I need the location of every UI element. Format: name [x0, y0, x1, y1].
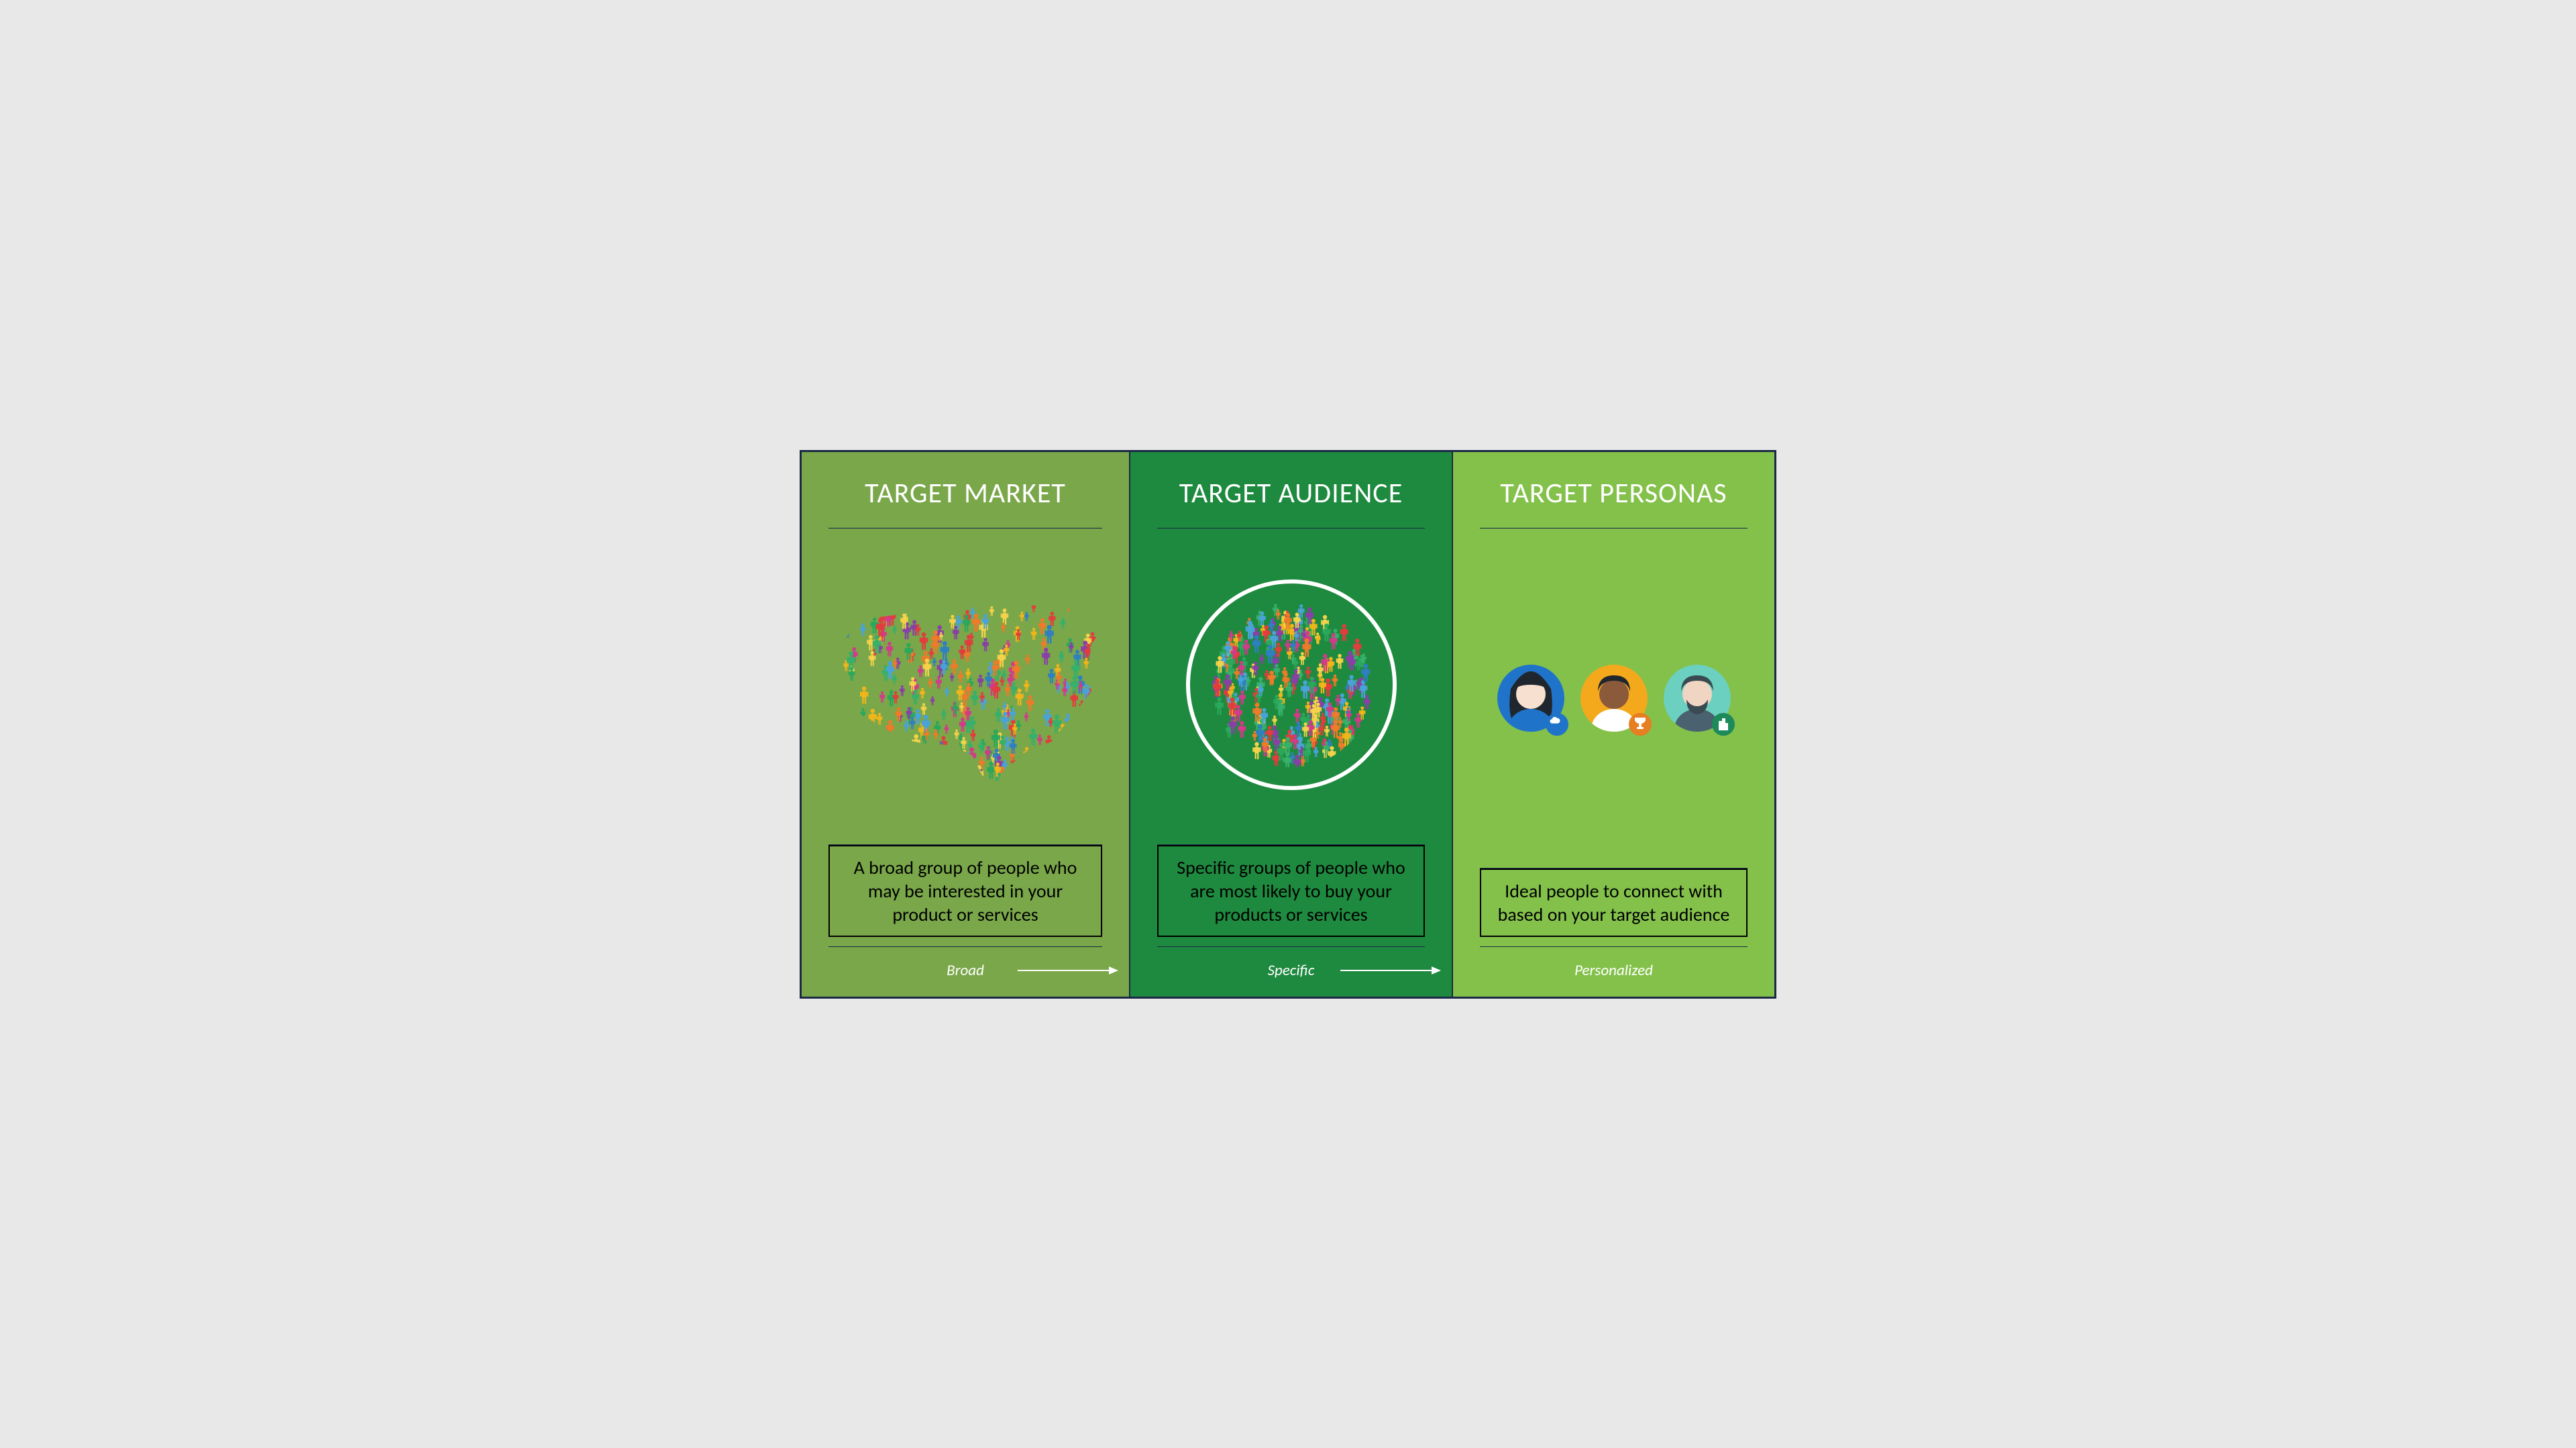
panel-graphic — [824, 528, 1106, 844]
panel-title: TARGET PERSONAS — [1476, 476, 1752, 510]
avatar-badge-icon — [1712, 713, 1735, 736]
panel-footer: Personalized — [1476, 959, 1752, 982]
people-map-usa-icon — [824, 584, 1106, 789]
panel-personas: TARGET PERSONAS — [1453, 452, 1774, 997]
footer-label: Personalized — [1574, 961, 1653, 980]
avatar-badge-icon — [1629, 713, 1652, 736]
panel-graphic — [1476, 528, 1752, 868]
panel-title: TARGET MARKET — [824, 476, 1106, 510]
arrow-icon — [1340, 964, 1441, 977]
footer-label: Specific — [1268, 961, 1315, 980]
panel-footer: Broad — [824, 959, 1106, 982]
panel-description: Ideal people to connect with based on yo… — [1480, 869, 1748, 937]
divider-line — [1480, 946, 1748, 947]
panel-footer: Specific — [1153, 959, 1429, 982]
panel-audience: TARGET AUDIENCE — [1130, 452, 1453, 997]
panel-title: TARGET AUDIENCE — [1153, 476, 1429, 510]
divider-line — [828, 946, 1102, 947]
panel-description: Specific groups of people who are most l… — [1157, 845, 1425, 937]
footer-label: Broad — [947, 961, 984, 980]
panel-description: A broad group of people who may be inter… — [828, 845, 1102, 937]
panel-graphic — [1153, 528, 1429, 844]
avatar-badge-icon — [1546, 713, 1568, 736]
persona-row — [1497, 665, 1731, 732]
people-circle-icon — [1185, 579, 1397, 794]
panel-market: TARGET MARKET — [802, 452, 1130, 997]
divider-line — [1157, 946, 1425, 947]
persona-avatar — [1580, 665, 1648, 732]
persona-avatar — [1664, 665, 1731, 732]
persona-avatar — [1497, 665, 1564, 732]
arrow-icon — [1018, 964, 1118, 977]
infographic-slide: TARGET MARKET — [800, 450, 1776, 999]
